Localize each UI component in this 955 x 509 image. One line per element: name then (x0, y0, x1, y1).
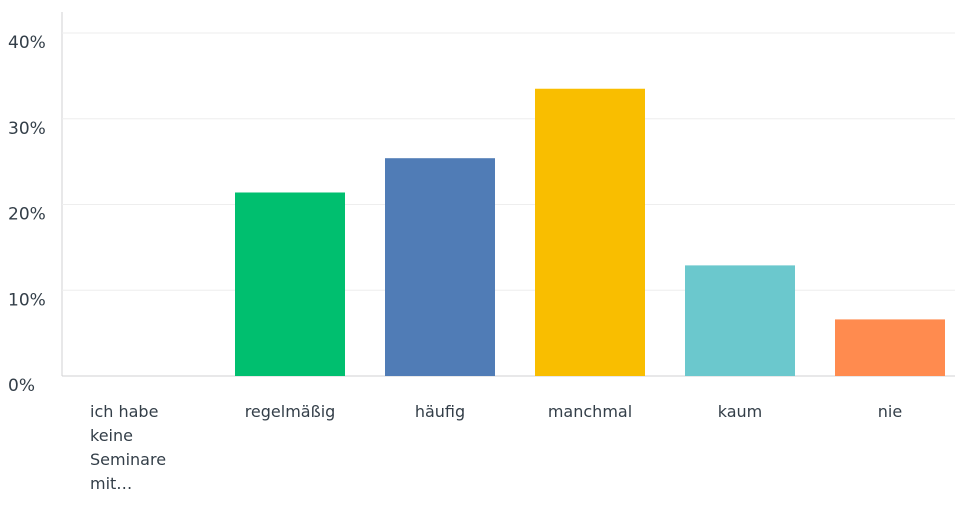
y-tick-label: 0% (8, 376, 35, 396)
x-tick-label: regelmäßig (215, 400, 365, 424)
x-tick-label: manchmal (515, 400, 665, 424)
x-tick-label: kaum (665, 400, 815, 424)
x-tick-label: nie (815, 400, 955, 424)
x-tick-text: manchmal (547, 402, 633, 421)
bar (235, 192, 345, 376)
x-tick-text: nie (877, 402, 903, 421)
bar (835, 319, 945, 376)
y-tick-label: 20% (8, 205, 46, 225)
x-tick-label: häufig (365, 400, 515, 424)
bar (535, 88, 645, 377)
x-tick-text: kaum (717, 402, 763, 421)
x-tick-text: regelmäßig (244, 402, 336, 421)
x-tick-label: ich habe keine Seminare mit… (65, 400, 215, 496)
bar (685, 265, 795, 376)
y-tick-label: 10% (8, 290, 46, 310)
y-tick-label: 30% (8, 119, 46, 139)
bar (385, 158, 495, 376)
x-tick-text: häufig (414, 402, 466, 421)
y-tick-label: 40% (8, 33, 46, 53)
x-tick-text: ich habe keine Seminare mit… (90, 402, 167, 493)
